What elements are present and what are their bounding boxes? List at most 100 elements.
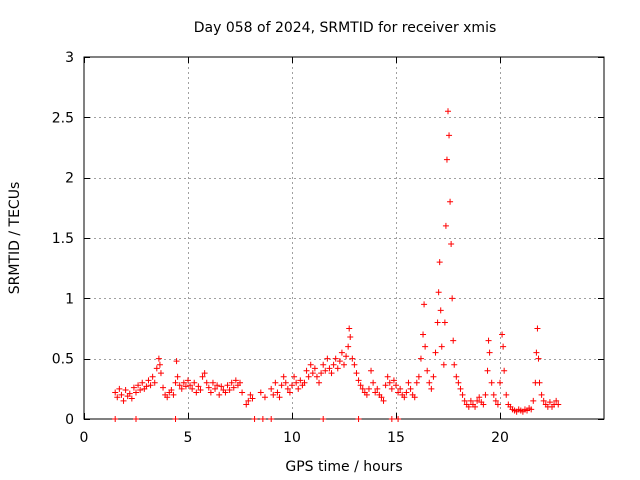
data-point	[540, 397, 547, 404]
data-point	[500, 343, 507, 350]
data-point	[422, 343, 429, 350]
data-point	[297, 377, 304, 384]
data-point	[494, 401, 501, 408]
data-point	[382, 382, 389, 389]
data-point	[261, 394, 268, 401]
data-point	[343, 353, 350, 360]
data-point	[424, 367, 431, 374]
data-point	[535, 355, 542, 362]
data-point	[199, 373, 206, 380]
data-point	[170, 391, 177, 398]
data-point	[536, 379, 543, 386]
data-point	[420, 331, 427, 338]
data-point	[365, 385, 372, 392]
y-tick-label: 2	[65, 171, 74, 187]
data-point	[501, 367, 508, 374]
data-point	[480, 401, 487, 408]
data-point	[191, 379, 198, 386]
data-point	[390, 377, 397, 384]
data-point	[147, 382, 154, 389]
data-point	[332, 355, 339, 362]
data-point	[484, 367, 491, 374]
gridlines	[84, 57, 604, 419]
data-point	[374, 385, 381, 392]
data-point	[401, 394, 408, 401]
data-point	[413, 379, 420, 386]
y-tick-label: 1.5	[52, 231, 74, 247]
data-point	[357, 382, 364, 389]
data-point	[440, 361, 447, 368]
data-point	[239, 389, 246, 396]
data-point	[216, 391, 223, 398]
data-point	[232, 377, 239, 384]
data-point	[274, 389, 281, 396]
data-point	[378, 394, 385, 401]
data-point	[503, 391, 510, 398]
chart-title: Day 058 of 2024, SRMTID for receiver xmi…	[194, 20, 497, 36]
data-point	[451, 361, 458, 368]
data-point	[351, 361, 358, 368]
x-tick-label: 10	[283, 430, 301, 446]
y-tick-label: 1	[65, 291, 74, 307]
data-point	[349, 355, 356, 362]
data-point	[195, 383, 202, 390]
data-point	[341, 361, 347, 368]
data-point	[338, 349, 345, 356]
data-point	[226, 387, 233, 394]
data-point	[324, 355, 331, 362]
data-point	[467, 397, 474, 404]
data-point	[395, 416, 402, 422]
data-point	[316, 379, 323, 386]
data-point	[156, 361, 163, 368]
data-point	[426, 379, 433, 386]
data-point	[450, 337, 457, 344]
data-point	[528, 406, 535, 413]
data-point	[251, 416, 258, 422]
data-point	[116, 385, 123, 392]
data-point	[499, 331, 506, 338]
data-point	[168, 387, 175, 394]
data-point	[249, 395, 256, 402]
data-point	[182, 383, 189, 390]
y-tick-label: 0	[65, 412, 74, 428]
data-point	[553, 397, 560, 404]
data-point	[443, 156, 450, 163]
data-point	[474, 397, 481, 404]
data-point	[368, 367, 375, 374]
data-point	[384, 373, 391, 380]
data-point	[380, 397, 387, 404]
data-point	[155, 355, 162, 362]
data-point	[189, 385, 196, 392]
data-point	[322, 367, 329, 374]
data-point	[546, 399, 553, 406]
data-point	[301, 379, 308, 386]
data-point	[393, 382, 399, 389]
data-point	[178, 385, 185, 392]
data-point	[370, 379, 377, 386]
data-point	[295, 385, 302, 392]
data-point	[114, 394, 121, 401]
data-point	[305, 373, 312, 380]
data-point	[237, 379, 243, 386]
y-tick-label: 2.5	[52, 110, 74, 126]
data-point	[268, 385, 275, 392]
data-point	[320, 416, 327, 422]
data-point	[309, 370, 316, 377]
data-point	[122, 387, 129, 394]
x-tick-label: 15	[387, 430, 405, 446]
data-point	[318, 370, 325, 377]
data-point	[461, 397, 468, 404]
data-point	[126, 390, 133, 397]
data-point	[160, 384, 167, 391]
data-points	[112, 108, 562, 422]
data-point	[311, 365, 318, 372]
data-point	[212, 385, 219, 392]
y-tick-label: 3	[65, 50, 74, 66]
data-point	[133, 389, 139, 396]
data-point	[437, 307, 444, 314]
data-point	[388, 385, 395, 392]
data-point	[555, 401, 562, 408]
data-point	[143, 383, 150, 390]
data-point	[465, 403, 472, 410]
data-point	[442, 222, 449, 229]
